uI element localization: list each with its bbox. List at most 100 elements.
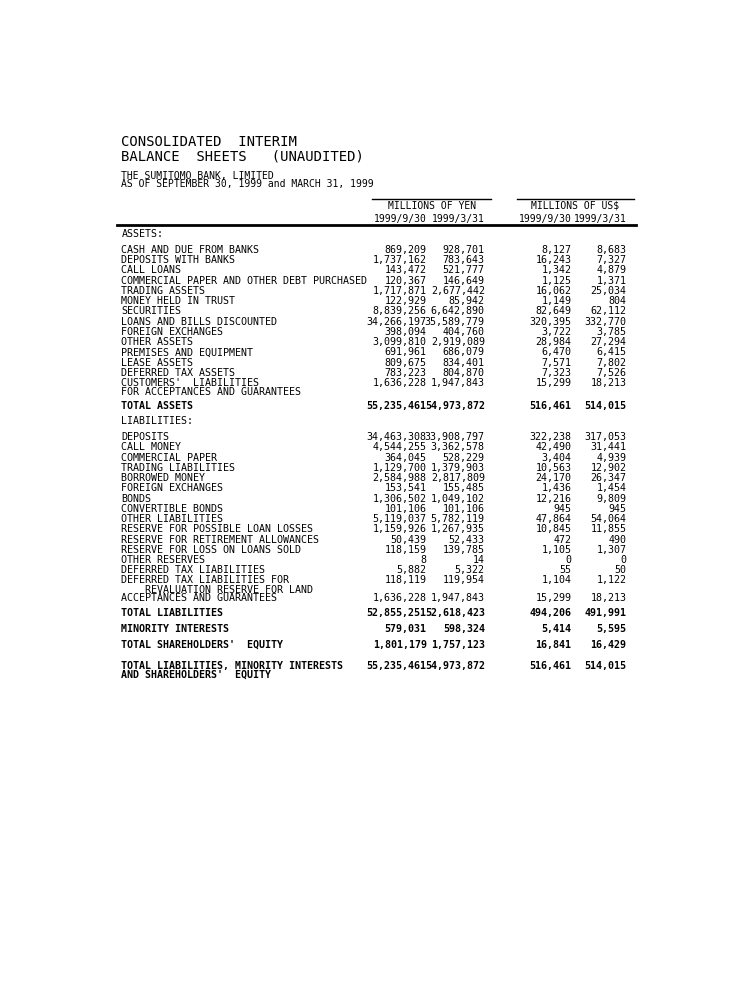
Text: BORROWED MONEY: BORROWED MONEY: [121, 473, 205, 483]
Text: 122,929: 122,929: [384, 296, 427, 306]
Text: 7,526: 7,526: [597, 368, 627, 378]
Text: LOANS AND BILLS DISCOUNTED: LOANS AND BILLS DISCOUNTED: [121, 317, 277, 327]
Text: 1,371: 1,371: [597, 276, 627, 285]
Text: 1999/3/31: 1999/3/31: [574, 214, 627, 224]
Text: 1,307: 1,307: [597, 544, 627, 555]
Text: SECURITIES: SECURITIES: [121, 306, 182, 317]
Text: 2,584,988: 2,584,988: [373, 473, 427, 483]
Text: 25,034: 25,034: [591, 286, 627, 296]
Text: 494,206: 494,206: [530, 608, 572, 618]
Text: AS OF SEPTEMBER 30, 1999 and MARCH 31, 1999: AS OF SEPTEMBER 30, 1999 and MARCH 31, 1…: [121, 180, 374, 189]
Text: DEPOSITS WITH BANKS: DEPOSITS WITH BANKS: [121, 255, 235, 265]
Text: MONEY HELD IN TRUST: MONEY HELD IN TRUST: [121, 296, 235, 306]
Text: 514,015: 514,015: [584, 401, 627, 411]
Text: AND SHAREHOLDERS'  EQUITY: AND SHAREHOLDERS' EQUITY: [121, 670, 271, 680]
Text: 18,213: 18,213: [591, 593, 627, 602]
Text: 1,379,903: 1,379,903: [431, 463, 485, 473]
Text: TRADING LIABILITIES: TRADING LIABILITIES: [121, 463, 235, 473]
Text: 139,785: 139,785: [442, 544, 485, 555]
Text: 155,485: 155,485: [442, 484, 485, 493]
Text: 146,649: 146,649: [442, 276, 485, 285]
Text: 686,079: 686,079: [442, 347, 485, 357]
Text: 1999/3/31: 1999/3/31: [432, 214, 485, 224]
Text: 516,461: 516,461: [530, 661, 572, 671]
Text: CALL MONEY: CALL MONEY: [121, 442, 182, 452]
Text: 783,643: 783,643: [442, 255, 485, 265]
Text: BALANCE  SHEETS   (UNAUDITED): BALANCE SHEETS (UNAUDITED): [121, 149, 365, 163]
Text: 54,973,872: 54,973,872: [425, 661, 485, 671]
Text: 528,229: 528,229: [442, 452, 485, 463]
Text: 7,802: 7,802: [597, 358, 627, 368]
Text: 783,223: 783,223: [384, 368, 427, 378]
Text: 1,105: 1,105: [542, 544, 572, 555]
Text: 82,649: 82,649: [536, 306, 572, 317]
Text: FOREIGN EXCHANGES: FOREIGN EXCHANGES: [121, 327, 223, 336]
Text: 54,064: 54,064: [591, 514, 627, 524]
Text: 27,294: 27,294: [591, 337, 627, 347]
Text: FOREIGN EXCHANGES: FOREIGN EXCHANGES: [121, 484, 223, 493]
Text: 52,433: 52,433: [449, 535, 485, 544]
Text: 3,785: 3,785: [597, 327, 627, 336]
Text: 7,323: 7,323: [542, 368, 572, 378]
Text: 1,149: 1,149: [542, 296, 572, 306]
Text: 16,841: 16,841: [536, 640, 572, 649]
Text: 5,322: 5,322: [455, 565, 485, 575]
Text: TOTAL LIABILITIES: TOTAL LIABILITIES: [121, 608, 223, 618]
Text: 364,045: 364,045: [384, 452, 427, 463]
Text: 1,801,179: 1,801,179: [373, 640, 427, 649]
Text: COMMERCIAL PAPER: COMMERCIAL PAPER: [121, 452, 218, 463]
Text: THE SUMITOMO BANK, LIMITED: THE SUMITOMO BANK, LIMITED: [121, 171, 274, 181]
Text: 34,463,308: 34,463,308: [367, 432, 427, 442]
Text: MILLIONS OF US$: MILLIONS OF US$: [531, 201, 620, 211]
Text: TOTAL SHAREHOLDERS'  EQUITY: TOTAL SHAREHOLDERS' EQUITY: [121, 640, 283, 649]
Text: CASH AND DUE FROM BANKS: CASH AND DUE FROM BANKS: [121, 245, 259, 255]
Text: 10,845: 10,845: [536, 524, 572, 535]
Text: 153,541: 153,541: [384, 484, 427, 493]
Text: FOR ACCEPTANCES AND GUARANTEES: FOR ACCEPTANCES AND GUARANTEES: [121, 387, 301, 397]
Text: 398,094: 398,094: [384, 327, 427, 336]
Text: 8,839,256: 8,839,256: [373, 306, 427, 317]
Text: MINORITY INTERESTS: MINORITY INTERESTS: [121, 624, 229, 634]
Text: 5,414: 5,414: [542, 624, 572, 634]
Text: 1,125: 1,125: [542, 276, 572, 285]
Text: 15,299: 15,299: [536, 378, 572, 388]
Text: 12,902: 12,902: [591, 463, 627, 473]
Text: 1,636,228: 1,636,228: [373, 378, 427, 388]
Text: 579,031: 579,031: [384, 624, 427, 634]
Text: 34,266,197: 34,266,197: [367, 317, 427, 327]
Text: 50,439: 50,439: [391, 535, 427, 544]
Text: 516,461: 516,461: [530, 401, 572, 411]
Text: 945: 945: [553, 504, 572, 514]
Text: 3,099,810: 3,099,810: [373, 337, 427, 347]
Text: 3,404: 3,404: [542, 452, 572, 463]
Text: 50: 50: [614, 565, 627, 575]
Text: 120,367: 120,367: [384, 276, 427, 285]
Text: 521,777: 521,777: [442, 266, 485, 276]
Text: 11,855: 11,855: [591, 524, 627, 535]
Text: 322,238: 322,238: [530, 432, 572, 442]
Text: 16,243: 16,243: [536, 255, 572, 265]
Text: 1,104: 1,104: [542, 576, 572, 586]
Text: DEFERRED TAX LIABILITIES FOR: DEFERRED TAX LIABILITIES FOR: [121, 576, 290, 586]
Text: 1,947,843: 1,947,843: [431, 378, 485, 388]
Text: 1,757,123: 1,757,123: [431, 640, 485, 649]
Text: 598,324: 598,324: [442, 624, 485, 634]
Text: 101,106: 101,106: [384, 504, 427, 514]
Text: 55,235,461: 55,235,461: [367, 661, 427, 671]
Text: 15,299: 15,299: [536, 593, 572, 602]
Text: MILLIONS OF YEN: MILLIONS OF YEN: [387, 201, 476, 211]
Text: 143,472: 143,472: [384, 266, 427, 276]
Text: 54,973,872: 54,973,872: [425, 401, 485, 411]
Text: 16,429: 16,429: [591, 640, 627, 649]
Text: 85,942: 85,942: [449, 296, 485, 306]
Text: 0: 0: [566, 555, 572, 565]
Text: 3,722: 3,722: [542, 327, 572, 336]
Text: BONDS: BONDS: [121, 493, 151, 503]
Text: 119,954: 119,954: [442, 576, 485, 586]
Text: OTHER LIABILITIES: OTHER LIABILITIES: [121, 514, 223, 524]
Text: 1,454: 1,454: [597, 484, 627, 493]
Text: 12,216: 12,216: [536, 493, 572, 503]
Text: 869,209: 869,209: [384, 245, 427, 255]
Text: 514,015: 514,015: [584, 661, 627, 671]
Text: 0: 0: [620, 555, 627, 565]
